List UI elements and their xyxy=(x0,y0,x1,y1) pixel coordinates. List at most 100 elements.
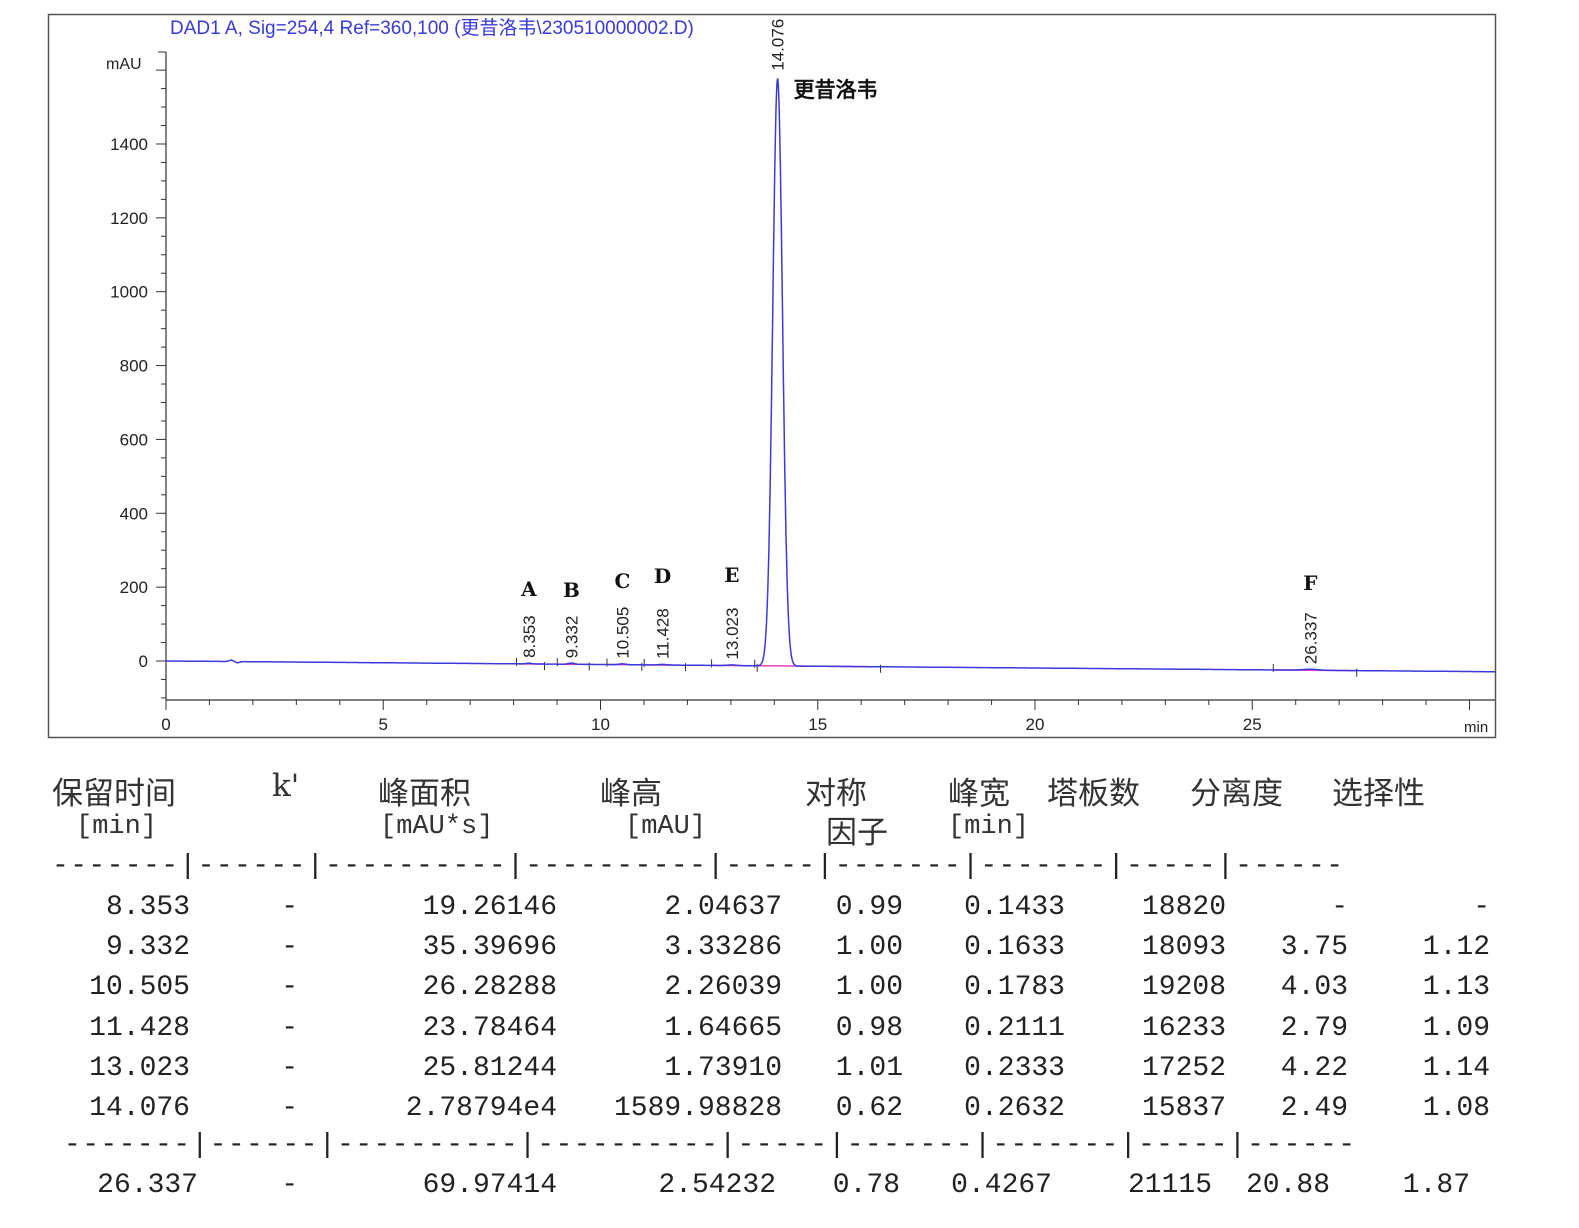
table-cell: 18093 xyxy=(1141,932,1226,964)
retention-time-label: 14.076 xyxy=(769,19,788,71)
column-header: 分离度 xyxy=(1190,776,1283,812)
table-cell: 25.81244 xyxy=(422,1052,557,1084)
column-unit: 因子 xyxy=(826,815,888,851)
table-cell: 0.98 xyxy=(835,1012,903,1044)
y-tick-label: 800 xyxy=(120,357,148,376)
retention-time-label: 11.428 xyxy=(654,608,673,659)
column-unit: [min] xyxy=(76,812,158,842)
table-cell: 2.54232 xyxy=(658,1170,776,1201)
table-cell: 20.88 xyxy=(1245,1170,1330,1201)
table-cell: 2.04637 xyxy=(664,892,782,923)
x-tick-label: 15 xyxy=(808,715,827,734)
y-tick-label: 0 xyxy=(139,652,148,671)
table-cell: - xyxy=(281,932,298,964)
retention-time-label: 26.337 xyxy=(1301,612,1320,664)
table-cell: 19208 xyxy=(1141,972,1226,1004)
table-cell: 0.2111 xyxy=(964,1012,1065,1044)
table-cell: 11.428 xyxy=(89,1012,190,1044)
table-cell: 3.75 xyxy=(1280,932,1348,964)
table-separator: -------|------|----------|----------|---… xyxy=(52,851,1345,882)
retention-time-label: 10.505 xyxy=(613,607,632,659)
table-cell: 9.332 xyxy=(105,932,190,964)
table-cell: 0.4267 xyxy=(951,1170,1052,1201)
y-tick-label: 400 xyxy=(120,504,148,523)
table-cell: - xyxy=(281,1012,298,1044)
table-cell: 14.076 xyxy=(89,1093,190,1124)
table-cell: 4.22 xyxy=(1280,1052,1348,1084)
table-cell: 15837 xyxy=(1141,1093,1226,1124)
retention-time-label: 9.332 xyxy=(562,616,581,659)
x-tick-label: 20 xyxy=(1026,715,1045,734)
table-cell: 1589.98828 xyxy=(613,1093,782,1124)
table-cell: 69.97414 xyxy=(422,1170,557,1201)
table-cell: 19.26146 xyxy=(422,892,557,923)
signal-trace xyxy=(166,77,1496,673)
table-cell: 1.01 xyxy=(835,1052,903,1084)
table-cell: 1.13 xyxy=(1422,972,1490,1004)
table-cell: 0.2632 xyxy=(964,1093,1065,1124)
table-cell: - xyxy=(281,892,298,923)
y-tick-label: 1200 xyxy=(110,209,148,228)
x-tick-label: 5 xyxy=(379,715,388,734)
table-cell: 1.00 xyxy=(835,932,903,964)
table-cell: - xyxy=(281,972,298,1004)
table-cell: 3.33286 xyxy=(664,932,782,964)
table-cell: 26.337 xyxy=(97,1170,198,1201)
table-cell: 35.39696 xyxy=(422,932,557,964)
table-cell: 26.28288 xyxy=(422,972,557,1004)
column-header: 峰面积 xyxy=(378,776,471,812)
table-cell: 1.14 xyxy=(1422,1052,1490,1084)
table-cell: 13.023 xyxy=(89,1052,190,1084)
table-cell: 1.09 xyxy=(1422,1012,1490,1044)
table-cell: - xyxy=(1473,892,1490,923)
x-tick-label: 10 xyxy=(591,715,610,734)
table-cell: 2.49 xyxy=(1280,1093,1348,1124)
column-header: 塔板数 xyxy=(1047,776,1140,812)
table-cell: 23.78464 xyxy=(422,1012,557,1044)
column-header: k' xyxy=(272,768,300,804)
table-cell: - xyxy=(281,1170,298,1201)
x-tick-label: 25 xyxy=(1243,715,1262,734)
retention-time-label: 8.353 xyxy=(520,615,539,658)
peak-name-label: 更昔洛韦 xyxy=(794,77,878,102)
table-cell: 1.64665 xyxy=(664,1012,782,1044)
y-axis-label: mAU xyxy=(106,56,142,73)
column-header: 对称 xyxy=(805,776,867,812)
table-cell: - xyxy=(281,1093,298,1124)
table-cell: 0.1633 xyxy=(964,932,1065,964)
table-cell: 1.08 xyxy=(1422,1093,1490,1124)
table-cell: 0.1783 xyxy=(964,972,1065,1004)
table-cell: 4.03 xyxy=(1280,972,1348,1004)
table-cell: 10.505 xyxy=(89,972,190,1004)
table-cell: 16233 xyxy=(1141,1012,1226,1044)
column-header: 选择性 xyxy=(1332,776,1425,812)
peak-name-label: A xyxy=(520,577,537,601)
y-tick-label: 200 xyxy=(120,578,148,597)
table-cell: 0.1433 xyxy=(964,892,1065,923)
column-unit: [mAU*s] xyxy=(380,812,494,842)
table-cell: 2.79 xyxy=(1280,1012,1348,1044)
table-cell: 18820 xyxy=(1141,892,1226,923)
peak-name-label: C xyxy=(614,569,630,593)
table-cell: 1.12 xyxy=(1422,932,1490,964)
column-unit: [min] xyxy=(948,812,1030,842)
table-cell: 1.00 xyxy=(835,972,903,1004)
table-cell: 0.62 xyxy=(835,1093,903,1124)
chart-frame xyxy=(47,13,1497,739)
y-tick-label: 600 xyxy=(120,430,148,449)
table-separator: -------|------|----------|----------|---… xyxy=(64,1130,1357,1161)
peak-name-label: B xyxy=(563,578,580,602)
table-cell: - xyxy=(1331,892,1348,923)
x-tick-label: 0 xyxy=(161,715,170,734)
table-cell: 2.78794e4 xyxy=(405,1093,557,1124)
peak-name-label: F xyxy=(1303,571,1317,595)
table-cell: 0.2333 xyxy=(964,1052,1065,1084)
peak-name-label: D xyxy=(654,564,671,588)
table-cell: 0.78 xyxy=(832,1170,900,1201)
column-header: 保留时间 xyxy=(52,776,176,812)
chromatogram-chart: DAD1 A, Sig=254,4 Ref=360,100 (更昔洛韦\2305… xyxy=(47,13,1497,739)
x-axis-label: min xyxy=(1464,719,1488,736)
table-cell: 0.99 xyxy=(835,892,903,923)
column-header: 峰宽 xyxy=(948,776,1010,812)
column-header: 峰高 xyxy=(600,776,662,812)
